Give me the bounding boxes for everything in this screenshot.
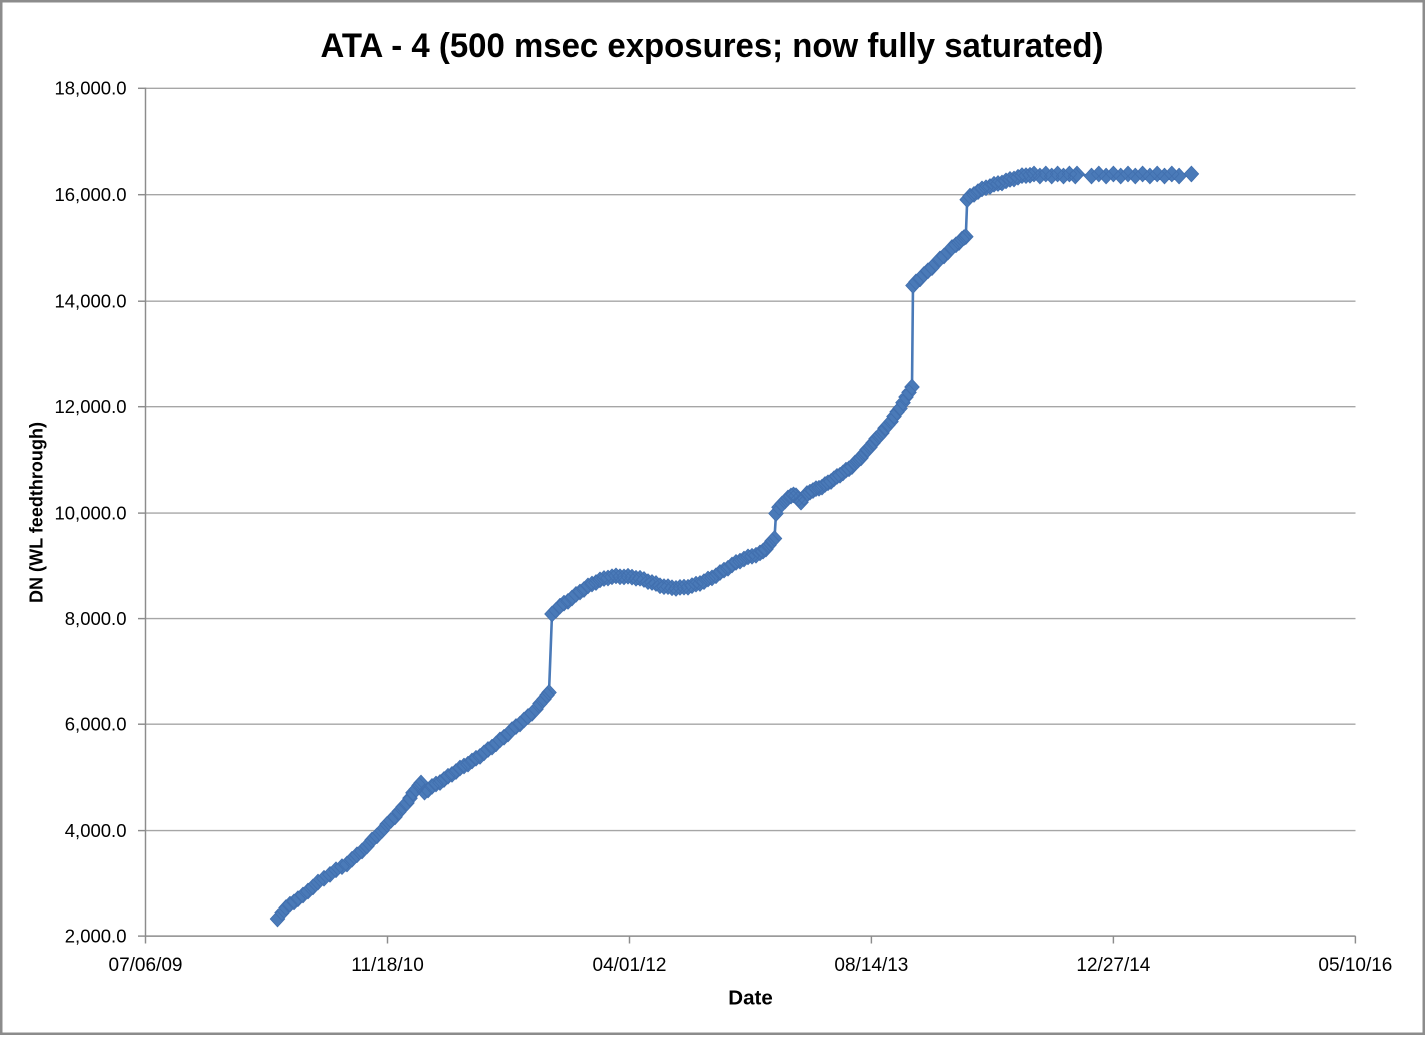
svg-text:08/14/13: 08/14/13 [834,955,908,976]
svg-text:11/18/10: 11/18/10 [351,955,424,976]
svg-text:10,000.0: 10,000.0 [54,502,126,523]
svg-text:8,000.0: 8,000.0 [65,608,127,629]
svg-text:DN (WL feedthrough): DN (WL feedthrough) [27,422,47,603]
svg-text:18,000.0: 18,000.0 [54,78,126,99]
svg-text:07/06/09: 07/06/09 [109,955,183,976]
svg-text:ATA - 4 (500 msec exposures; n: ATA - 4 (500 msec exposures; now fully s… [321,27,1104,65]
svg-text:16,000.0: 16,000.0 [54,184,126,205]
svg-text:05/10/16: 05/10/16 [1318,955,1392,976]
svg-text:12/27/14: 12/27/14 [1076,955,1150,976]
svg-text:14,000.0: 14,000.0 [54,291,126,312]
svg-text:12,000.0: 12,000.0 [54,396,126,417]
svg-text:2,000.0: 2,000.0 [65,925,127,946]
svg-text:04/01/12: 04/01/12 [593,955,667,976]
svg-text:Date: Date [728,987,772,1010]
svg-text:4,000.0: 4,000.0 [65,820,127,841]
svg-text:6,000.0: 6,000.0 [65,714,127,735]
